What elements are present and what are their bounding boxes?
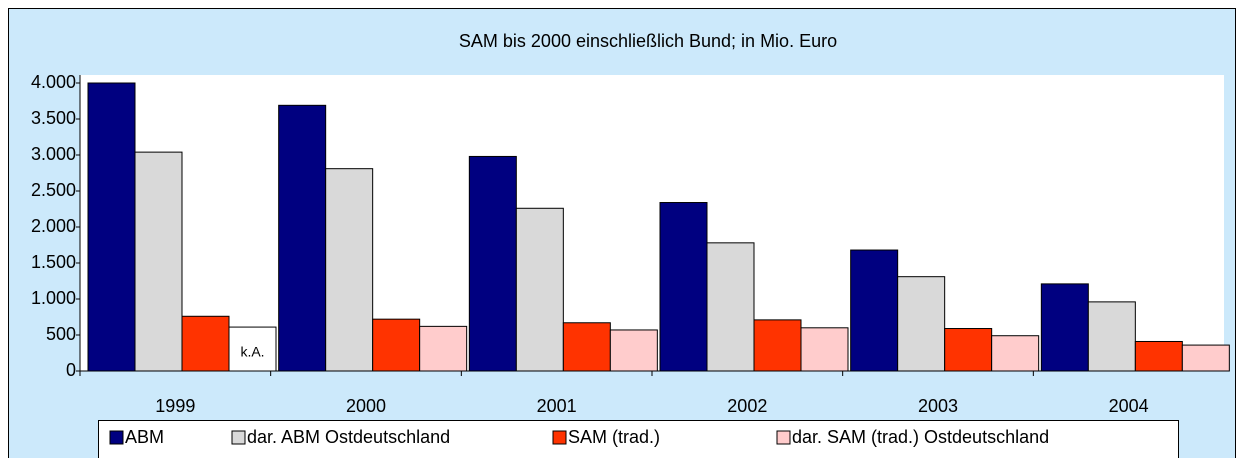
bar <box>659 202 708 372</box>
y-tick-label: 3.000 <box>31 144 76 164</box>
legend-box <box>98 420 1179 458</box>
y-tick-label: 3.500 <box>31 108 76 128</box>
legend-swatch <box>109 430 124 445</box>
bar <box>134 151 183 372</box>
y-tick-label: 1.000 <box>31 288 76 308</box>
y-tick-label: 500 <box>46 324 76 344</box>
bar <box>609 329 658 372</box>
x-tick-label: 2004 <box>1109 396 1149 416</box>
bar <box>562 322 611 372</box>
y-tick-label: 2.000 <box>31 216 76 236</box>
legend-swatch <box>231 430 246 445</box>
bar <box>228 326 277 372</box>
plot-area <box>80 75 1224 371</box>
bar <box>850 249 899 372</box>
bar <box>181 315 230 372</box>
bar <box>278 104 327 372</box>
bar <box>325 168 374 372</box>
annotation: k.A. <box>240 344 264 360</box>
bar <box>1040 283 1089 372</box>
chart-title: SAM bis 2000 einschließlich Bund; in Mio… <box>459 31 837 51</box>
bar <box>1134 340 1183 372</box>
bar <box>87 82 136 372</box>
bar <box>515 207 564 372</box>
bar <box>706 242 755 372</box>
legend-label: ABM <box>125 427 164 447</box>
x-tick-label: 1999 <box>155 396 195 416</box>
y-tick-label: 4.000 <box>31 72 76 92</box>
bar <box>897 276 946 372</box>
legend-label: SAM (trad.) <box>568 427 660 447</box>
bar <box>753 319 802 372</box>
legend-swatch <box>552 430 567 445</box>
y-tick-label: 2.500 <box>31 180 76 200</box>
bar <box>800 327 849 372</box>
bar <box>372 318 421 372</box>
bar <box>419 325 468 372</box>
x-tick-label: 2002 <box>727 396 767 416</box>
x-tick-label: 2001 <box>537 396 577 416</box>
legend-swatch <box>776 430 791 445</box>
bar <box>991 335 1040 372</box>
y-tick-label: 0 <box>66 360 76 380</box>
bar <box>944 328 993 372</box>
bar <box>1087 301 1136 372</box>
legend-label: dar. ABM Ostdeutschland <box>247 427 450 447</box>
x-tick-label: 2000 <box>346 396 386 416</box>
bar <box>468 155 517 372</box>
x-tick-label: 2003 <box>918 396 958 416</box>
legend-label: dar. SAM (trad.) Ostdeutschland <box>792 427 1049 447</box>
y-tick-label: 1.500 <box>31 252 76 272</box>
bar <box>1181 344 1230 372</box>
